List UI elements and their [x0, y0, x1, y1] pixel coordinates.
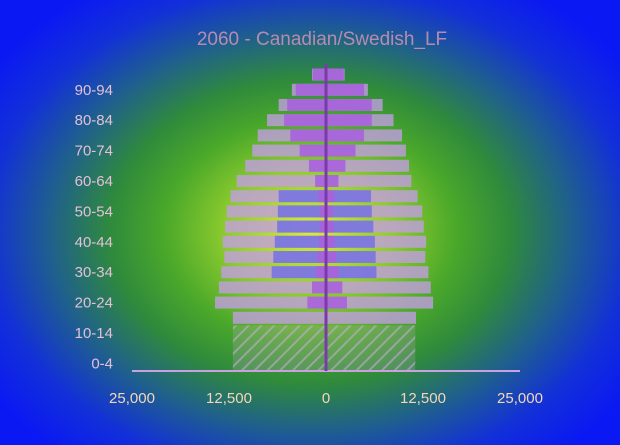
- bar-right-45-49: [326, 220, 374, 233]
- bar-right-25-29: [326, 281, 431, 294]
- y-tick-label: 70-74: [75, 143, 113, 160]
- axes-layer: [132, 64, 520, 372]
- y-tick-label: 60-64: [75, 173, 113, 190]
- y-axis-labels: 0-4 10-14 20-24 30-34 40-44 50-54 60-64 70-74 80…: [75, 82, 113, 373]
- bar-right-45-49: [326, 220, 334, 233]
- bar-left-75-79: [290, 129, 326, 142]
- bar-right-80-84: [326, 114, 372, 127]
- bar-left-45-49: [277, 220, 326, 233]
- bar-left-95+: [312, 68, 326, 81]
- bar-left-35-39: [273, 251, 326, 263]
- bar-right-95+: [326, 68, 344, 81]
- bar-left-30-34: [271, 266, 326, 279]
- bar-right-65-69: [326, 159, 346, 172]
- bar-left-70-74: [299, 144, 326, 157]
- x-tick-label: 25,000: [109, 390, 155, 407]
- hatched-band-5-9: [232, 340, 416, 356]
- bar-left-80-84: [284, 114, 326, 127]
- bar-left-85-89: [287, 99, 326, 111]
- bar-right-20-24: [326, 296, 434, 309]
- y-tick-label: 40-44: [75, 234, 113, 251]
- bar-right-90-94: [326, 83, 365, 96]
- bar-right-30-34: [326, 266, 339, 279]
- x-tick-label: 0: [322, 390, 330, 407]
- bar-left-25-29: [218, 281, 326, 294]
- x-tick-label: 12,500: [206, 390, 252, 407]
- hatched-band-0-4: [232, 355, 416, 371]
- bar-right-55-59: [326, 190, 335, 203]
- y-tick-label: 30-34: [75, 264, 113, 281]
- bar-left-65-69: [308, 159, 326, 172]
- x-tick-label: 12,500: [400, 390, 446, 407]
- bar-left-30-34: [315, 266, 326, 279]
- bar-left-60-64: [236, 175, 326, 187]
- y-tick-label: 90-94: [75, 82, 113, 99]
- bar-left-20-24: [215, 296, 326, 309]
- y-tick-label: 10-14: [75, 325, 113, 342]
- bar-right-70-74: [326, 144, 356, 157]
- hatched-band-10-14: [232, 325, 416, 341]
- bar-right-50-54: [326, 205, 333, 218]
- bar-right-50-54: [326, 205, 372, 218]
- bar-right-65-69: [326, 159, 410, 172]
- bar-left-25-29: [312, 281, 326, 294]
- y-tick-label: 50-54: [75, 203, 113, 220]
- bar-left-50-54: [277, 205, 326, 218]
- bar-left-20-24: [307, 296, 326, 309]
- bar-right-20-24: [326, 296, 347, 309]
- chart-title: 2060 - Canadian/Swedish_LF: [197, 29, 447, 50]
- bar-right-30-34: [326, 266, 377, 279]
- bar-left-90-94: [295, 83, 326, 96]
- x-tick-label: 25,000: [497, 390, 543, 407]
- bar-left-40-44: [319, 235, 326, 248]
- bar-right-35-39: [326, 251, 337, 263]
- bar-right-15-19: [326, 311, 417, 324]
- bar-left-40-44: [274, 235, 326, 248]
- bar-right-85-89: [326, 99, 372, 111]
- x-axis-labels: 25,000 12,500 0 12,500 25,000: [109, 390, 543, 407]
- bar-right-75-79: [326, 129, 365, 142]
- bar-right-60-64: [326, 175, 339, 187]
- bar-right-25-29: [326, 281, 343, 294]
- bar-right-40-44: [326, 235, 375, 248]
- bar-right-60-64: [326, 175, 412, 187]
- bar-left-15-19: [232, 311, 326, 324]
- bar-left-50-54: [319, 205, 326, 218]
- bar-left-35-39: [317, 251, 326, 263]
- y-tick-label: 80-84: [75, 112, 113, 129]
- bar-right-55-59: [326, 190, 372, 203]
- bar-left-45-49: [319, 220, 326, 233]
- bar-left-55-59: [318, 190, 326, 203]
- bars-layer: [215, 68, 434, 371]
- bar-left-60-64: [315, 175, 326, 187]
- y-tick-label: 0-4: [91, 355, 113, 372]
- bar-right-40-44: [326, 235, 335, 248]
- y-tick-label: 20-24: [75, 295, 113, 312]
- bar-right-35-39: [326, 251, 376, 263]
- bar-left-55-59: [278, 190, 326, 203]
- bar-left-65-69: [245, 159, 326, 172]
